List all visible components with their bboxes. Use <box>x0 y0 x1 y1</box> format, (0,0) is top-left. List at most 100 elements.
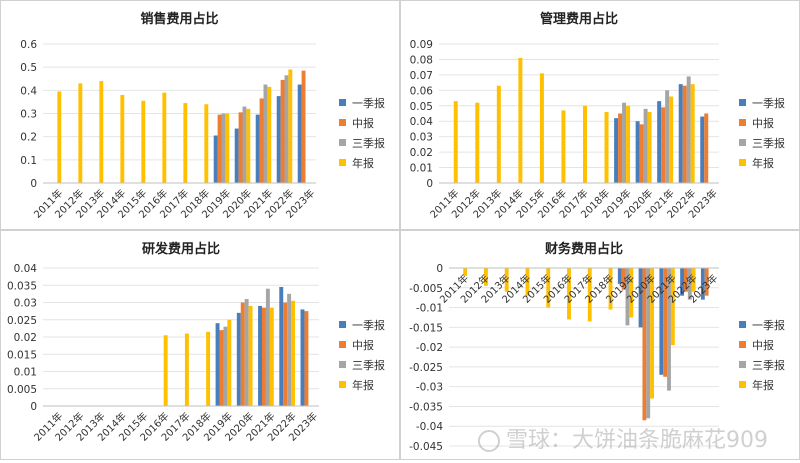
legend-label: 三季报 <box>752 136 785 150</box>
y-tick-label: 0.03 <box>410 132 433 144</box>
bar <box>646 268 651 419</box>
bar <box>227 319 232 406</box>
y-tick-label: -0.035 <box>409 401 443 413</box>
legend-swatch <box>339 159 346 166</box>
snowball-logo-icon <box>478 430 500 452</box>
legend-swatch <box>339 321 346 328</box>
bar <box>629 268 634 318</box>
chart-panel-sales: 销售费用占比 0 0.1 0.2 0.3 0.4 0.5 0.6 2011年 2012年 2013年… <box>0 0 400 230</box>
bar <box>284 75 289 183</box>
bar <box>297 84 302 183</box>
bar <box>276 96 281 183</box>
bar <box>217 114 222 183</box>
bar <box>269 307 274 406</box>
legend-label: 一季报 <box>352 96 385 110</box>
bar <box>475 102 480 183</box>
bar <box>246 108 251 183</box>
y-tick-label: 0.035 <box>7 280 37 292</box>
bar <box>704 268 709 296</box>
bar <box>120 94 125 183</box>
y-tick-label: 0.08 <box>410 54 433 66</box>
bar <box>496 85 501 183</box>
bar <box>287 293 292 406</box>
bar <box>604 111 609 183</box>
bar <box>691 268 696 292</box>
bar <box>265 288 270 406</box>
y-tick-label: 0.4 <box>20 85 37 97</box>
y-tick-label: 0.04 <box>410 116 434 128</box>
bar <box>183 103 188 183</box>
legend-swatch <box>739 381 746 388</box>
y-tick-label: 0.03 <box>14 298 37 310</box>
legend-label: 一季报 <box>752 96 785 110</box>
y-tick-label: -0.045 <box>409 441 443 453</box>
y-tick-label: 0.09 <box>410 39 433 51</box>
y-tick-label: 0.5 <box>20 62 37 74</box>
bar <box>680 268 684 296</box>
y-tick-label: 0.6 <box>20 39 37 51</box>
bar <box>225 113 230 183</box>
bar <box>587 268 592 322</box>
rd-expense-chart: 研发费用占比 0 0.005 0.01 0.015 0.02 0.025 0.03 0.035 0… <box>7 241 385 444</box>
bar <box>238 112 243 183</box>
y-tick-label: 0.015 <box>7 349 37 361</box>
y-tick-label: -0.025 <box>409 362 443 374</box>
bar <box>283 302 288 406</box>
bar <box>184 333 189 406</box>
y-tick-label: 0.005 <box>7 384 37 396</box>
bar <box>659 268 664 375</box>
y-tick-label: -0.01 <box>416 303 443 315</box>
bar <box>141 100 146 183</box>
bar <box>622 102 627 183</box>
bar <box>242 106 247 183</box>
bar <box>78 83 83 183</box>
legend-swatch <box>739 341 746 348</box>
bar <box>300 309 305 406</box>
bar <box>690 84 695 183</box>
y-tick-label: 0.02 <box>14 332 37 344</box>
bar <box>279 286 284 406</box>
legend-swatch <box>339 99 346 106</box>
chart-title: 管理费用占比 <box>540 11 618 27</box>
bar <box>215 323 220 406</box>
bar <box>687 268 692 300</box>
bar <box>618 113 623 183</box>
bar <box>219 330 224 406</box>
y-tick-label: 0.3 <box>20 109 37 121</box>
legend-swatch <box>739 361 746 368</box>
y-tick-label: 0 <box>426 178 433 190</box>
legend-label: 一季报 <box>752 318 785 332</box>
legend-swatch <box>339 361 346 368</box>
legend-swatch <box>339 381 346 388</box>
legend-swatch <box>339 341 346 348</box>
y-tick-label: -0.015 <box>409 322 443 334</box>
legend-swatch <box>739 159 746 166</box>
legend-label: 中报 <box>352 338 374 352</box>
y-tick-label: 0.01 <box>410 163 433 175</box>
y-tick-label: -0.04 <box>416 421 443 433</box>
bar <box>453 101 458 183</box>
y-tick-label: 0.07 <box>410 70 433 82</box>
bar <box>484 268 488 286</box>
bar <box>206 331 211 406</box>
bar <box>163 335 168 406</box>
y-tick-label: 0.05 <box>410 101 433 113</box>
bar <box>261 307 266 406</box>
y-tick-label: 0.04 <box>14 263 38 275</box>
bar <box>57 91 62 183</box>
bar <box>614 118 619 183</box>
watermark: 雪球：大饼油条脆麻花909 <box>478 422 768 454</box>
y-tick-label: -0.02 <box>416 342 443 354</box>
bar <box>669 96 674 183</box>
bar <box>643 108 648 183</box>
bar <box>670 268 675 346</box>
y-tick-label: 0 <box>30 178 37 190</box>
bar <box>259 98 264 183</box>
admin-expense-chart: 管理费用占比 0 0.01 0.02 0.03 0.04 0.05 0.06 0.07 0.08 0… <box>410 11 785 221</box>
bar <box>665 90 670 183</box>
legend-label: 一季报 <box>352 318 385 332</box>
sales-expense-chart: 销售费用占比00.10.20.30.40.50.62011年2012年2013年… <box>20 11 385 221</box>
bar <box>288 69 293 183</box>
bar <box>248 305 253 406</box>
